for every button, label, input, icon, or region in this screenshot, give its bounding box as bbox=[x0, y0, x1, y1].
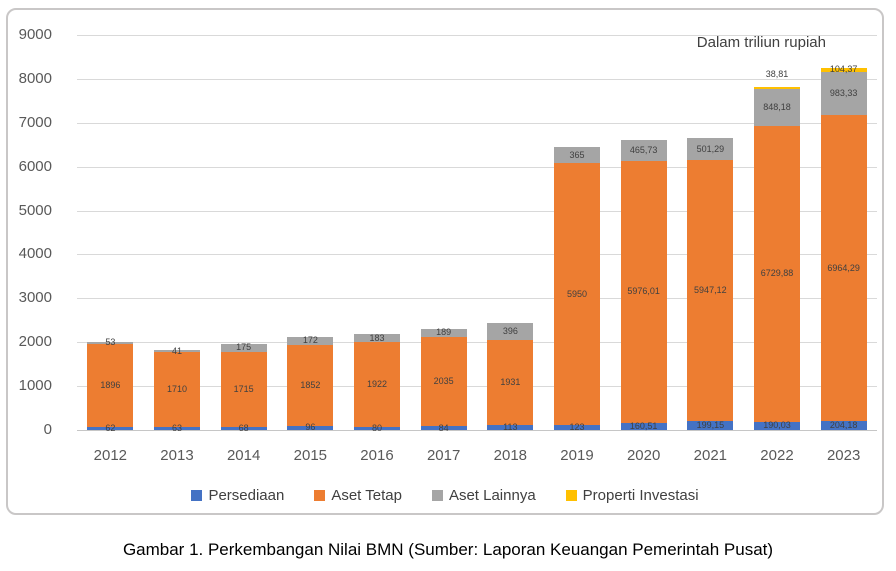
segment-aset-tetap-2014 bbox=[220, 351, 267, 428]
x-axis: 2012 2013 2014 2015 2016 2017 2018 2019 2020 2021… bbox=[77, 447, 877, 467]
gridline bbox=[77, 166, 877, 168]
segment-aset-tetap-2019 bbox=[554, 163, 600, 425]
y-tick-label: 4000 bbox=[18, 245, 52, 263]
y-tick-label: 5000 bbox=[18, 201, 52, 219]
segment-persediaan-2021 bbox=[687, 421, 734, 430]
y-tick-label: 3000 bbox=[18, 289, 52, 307]
segment-persediaan-2013 bbox=[154, 427, 200, 430]
y-tick-label: 2000 bbox=[18, 333, 52, 351]
segment-aset-lainnya-2023 bbox=[820, 72, 867, 116]
segment-persediaan-2020 bbox=[620, 422, 667, 430]
y-tick-label: 8000 bbox=[18, 69, 52, 87]
segment-aset-lainnya-2022 bbox=[754, 89, 800, 127]
segment-aset-tetap-2018 bbox=[487, 340, 534, 426]
legend-swatch-icon bbox=[191, 490, 203, 501]
x-tick-label-2015: 2015 bbox=[293, 447, 328, 464]
segment-aset-lainnya-2017 bbox=[420, 328, 467, 337]
segment-aset-lainnya-2016 bbox=[354, 334, 400, 343]
legend-label: Properti Investasi bbox=[582, 487, 699, 504]
gridline bbox=[77, 298, 877, 300]
segment-persediaan-2016 bbox=[354, 426, 400, 430]
segment-aset-lainnya-2012 bbox=[87, 341, 134, 345]
gridline bbox=[77, 430, 877, 431]
segment-aset-lainnya-2013 bbox=[154, 350, 200, 353]
segment-persediaan-2018 bbox=[487, 425, 534, 430]
x-tick-label-2014: 2014 bbox=[226, 447, 261, 464]
segment-aset-tetap-2021 bbox=[687, 160, 734, 422]
gridline bbox=[77, 35, 877, 36]
legend-item-properti-investasi: Properti Investasi bbox=[565, 487, 699, 504]
legend-label: Aset Lainnya bbox=[448, 487, 536, 504]
segment-persediaan-2017 bbox=[420, 426, 467, 430]
plot-area: 62 1896 53 63 1710 41 68 1715 175 96 1852 172 80 1922… bbox=[77, 35, 877, 433]
segment-aset-tetap-2016 bbox=[354, 342, 400, 427]
legend-label: Persediaan bbox=[208, 487, 285, 504]
segment-aset-tetap-2023 bbox=[820, 115, 867, 422]
y-tick-label: 1000 bbox=[18, 377, 52, 395]
segment-persediaan-2019 bbox=[554, 424, 600, 430]
x-tick-label-2013: 2013 bbox=[160, 447, 194, 464]
segment-aset-tetap-2013 bbox=[154, 352, 200, 428]
y-tick-label: 9000 bbox=[18, 26, 52, 43]
segment-aset-tetap-2017 bbox=[420, 337, 467, 427]
segment-persediaan-2012 bbox=[87, 427, 134, 430]
gridline bbox=[77, 78, 877, 80]
segment-aset-lainnya-2014 bbox=[220, 344, 267, 352]
gridline bbox=[77, 386, 877, 388]
legend-swatch-icon bbox=[565, 490, 577, 501]
gridline bbox=[77, 122, 877, 124]
segment-aset-tetap-2022 bbox=[754, 126, 800, 422]
segment-aset-tetap-2020 bbox=[620, 160, 667, 423]
segment-aset-lainnya-2021 bbox=[687, 138, 734, 161]
x-tick-label-2021: 2021 bbox=[693, 447, 728, 464]
x-tick-label-2018: 2018 bbox=[493, 447, 528, 464]
x-tick-label-2023: 2023 bbox=[826, 447, 861, 464]
bmn-stacked-bar-chart: Dalam triliun rupiah 0 1000 2000 3000 4000 50… bbox=[6, 8, 884, 515]
gridline bbox=[77, 342, 877, 344]
legend: Persediaan Aset Tetap Aset Lainnya Properti… bbox=[8, 487, 882, 504]
legend-swatch-icon bbox=[314, 490, 326, 501]
segment-aset-lainnya-2015 bbox=[287, 336, 334, 345]
gridline bbox=[77, 254, 877, 256]
y-tick-label: 7000 bbox=[18, 113, 52, 131]
legend-item-persediaan: Persediaan bbox=[191, 487, 284, 504]
segment-persediaan-2023 bbox=[820, 421, 867, 430]
segment-properti-investasi-2023 bbox=[820, 67, 867, 73]
segment-aset-tetap-2012 bbox=[87, 344, 134, 428]
segment-persediaan-2022 bbox=[754, 421, 800, 430]
x-tick-label-2020: 2020 bbox=[626, 447, 661, 464]
unit-note: Dalam triliun rupiah bbox=[696, 34, 826, 51]
y-axis: 0 1000 2000 3000 4000 5000 6000 7000 8000 9000 bbox=[8, 26, 64, 438]
segment-aset-lainnya-2018 bbox=[487, 322, 534, 341]
segment-aset-tetap-2015 bbox=[287, 344, 334, 426]
segment-persediaan-2014 bbox=[220, 427, 267, 430]
x-tick-label-2022: 2022 bbox=[760, 447, 794, 464]
legend-swatch-icon bbox=[431, 490, 443, 501]
y-tick-label: 6000 bbox=[18, 157, 52, 175]
gridline bbox=[77, 210, 877, 212]
segment-persediaan-2015 bbox=[287, 425, 334, 430]
segment-aset-lainnya-2020 bbox=[620, 140, 667, 161]
y-tick-label: 0 bbox=[43, 421, 52, 438]
legend-label: Aset Tetap bbox=[331, 487, 402, 504]
x-tick-label-2012: 2012 bbox=[93, 447, 128, 464]
segment-properti-investasi-2022 bbox=[754, 87, 800, 90]
figure-caption: Gambar 1. Perkembangan Nilai BMN (Sumber… bbox=[122, 540, 774, 559]
segment-aset-lainnya-2019 bbox=[554, 147, 600, 164]
legend-item-aset-lainnya: Aset Lainnya bbox=[431, 487, 536, 504]
x-tick-label-2017: 2017 bbox=[426, 447, 461, 464]
x-tick-label-2019: 2019 bbox=[560, 447, 594, 464]
legend-item-aset-tetap: Aset Tetap bbox=[314, 487, 402, 504]
x-tick-label-2016: 2016 bbox=[360, 447, 394, 464]
